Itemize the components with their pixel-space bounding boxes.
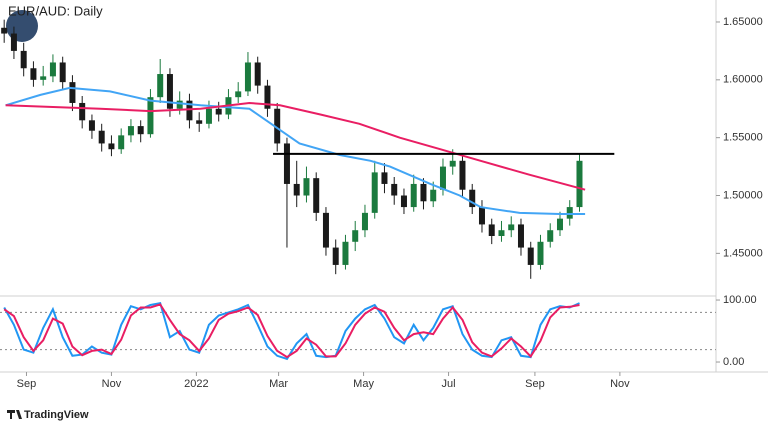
- candle-body: [176, 100, 183, 109]
- candle-body: [342, 241, 349, 265]
- candle-body: [20, 50, 27, 69]
- y-tick-label: 1.50000: [723, 189, 763, 201]
- candle-body: [381, 172, 388, 184]
- candle-body: [420, 183, 427, 202]
- candle-body: [49, 62, 56, 77]
- candle-body: [517, 224, 524, 248]
- candle-body: [147, 97, 154, 135]
- candle-body: [400, 195, 407, 208]
- candle-body: [108, 143, 115, 150]
- candle-body: [439, 166, 446, 190]
- x-tick-label: 2022: [184, 378, 208, 390]
- candle-body: [79, 102, 86, 121]
- candle-body: [166, 74, 173, 109]
- y-tick-label: 1.65000: [723, 16, 763, 28]
- y-tick-label: 1.60000: [723, 74, 763, 86]
- candle-body: [332, 247, 339, 265]
- candle-body: [527, 247, 534, 265]
- candle-body: [352, 230, 359, 242]
- candle-body: [157, 74, 164, 98]
- x-tick-label: Sep: [525, 378, 545, 390]
- y-tick-label: 0.00: [723, 356, 744, 368]
- chart-title: EUR/AUD: Daily: [8, 3, 103, 18]
- candle-body: [566, 207, 573, 219]
- candle-body: [254, 62, 261, 86]
- candle-body: [98, 130, 105, 144]
- x-tick-label: May: [353, 378, 374, 390]
- candle-body: [40, 76, 47, 80]
- candle-body: [118, 135, 125, 150]
- oscillator-line: [3, 303, 580, 359]
- candle-body: [283, 143, 290, 184]
- tv-icon: [7, 410, 22, 419]
- candle-body: [303, 178, 310, 196]
- candle-body: [215, 108, 222, 115]
- candle-body: [537, 241, 544, 265]
- candle-body: [430, 189, 437, 202]
- y-tick-label: 1.55000: [723, 132, 763, 144]
- footer-logo: TradingView: [24, 409, 89, 421]
- candle-body: [313, 178, 320, 213]
- candle-body: [264, 85, 271, 109]
- candle-body: [69, 82, 76, 103]
- x-tick-label: Nov: [610, 378, 630, 390]
- candle-body: [488, 224, 495, 236]
- candle-body: [478, 207, 485, 225]
- candle-body: [449, 160, 456, 167]
- candle-body: [391, 183, 398, 196]
- x-tick-label: Jul: [442, 378, 456, 390]
- candle-body: [274, 108, 281, 144]
- candle-body: [459, 160, 466, 190]
- candle-body: [59, 62, 66, 83]
- candle-body: [196, 120, 203, 124]
- candle-body: [137, 126, 144, 135]
- candle-body: [547, 230, 554, 242]
- x-tick-label: Nov: [102, 378, 122, 390]
- candle-body: [205, 108, 212, 124]
- candle-body: [322, 212, 329, 248]
- candle-body: [30, 68, 37, 80]
- candle-body: [235, 91, 242, 98]
- x-tick-label: Mar: [269, 378, 288, 390]
- candle-body: [371, 172, 378, 213]
- candle-body: [186, 100, 193, 121]
- candle-body: [361, 212, 368, 231]
- oscillator-line: [3, 301, 580, 361]
- candle-body: [508, 224, 515, 231]
- candle-body: [1, 27, 8, 34]
- moving-average: [5, 86, 586, 215]
- candle-body: [556, 218, 563, 231]
- y-tick-label: 100.00: [723, 294, 757, 306]
- candle-body: [498, 230, 505, 236]
- candle-body: [127, 126, 134, 136]
- x-tick-label: Sep: [17, 378, 37, 390]
- candle-body: [410, 183, 417, 208]
- moving-average: [5, 101, 586, 191]
- candle-body: [88, 120, 95, 131]
- candle-body: [244, 62, 251, 92]
- candle-body: [576, 160, 583, 208]
- candle-body: [469, 189, 476, 208]
- candle-body: [10, 33, 17, 51]
- candle-body: [293, 183, 300, 196]
- y-tick-label: 1.45000: [723, 247, 763, 259]
